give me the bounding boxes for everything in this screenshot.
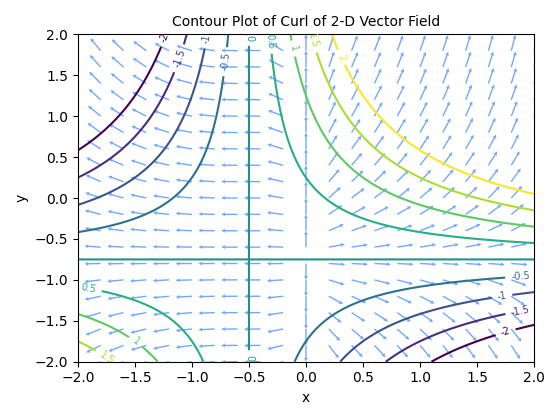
Text: -1.5: -1.5 (171, 48, 187, 69)
Text: 1: 1 (288, 45, 298, 52)
Text: 0.5: 0.5 (265, 33, 276, 49)
Text: 1.5: 1.5 (306, 32, 320, 49)
Text: 2: 2 (335, 52, 347, 62)
Text: -1: -1 (201, 33, 212, 45)
Text: -1.5: -1.5 (510, 304, 530, 318)
Text: 1.5: 1.5 (98, 349, 116, 367)
Text: -0.5: -0.5 (511, 271, 530, 282)
Text: -0.5: -0.5 (220, 52, 231, 72)
Text: -2: -2 (158, 32, 171, 44)
Text: 1: 1 (130, 336, 141, 348)
Text: 0: 0 (244, 34, 254, 41)
Text: 0: 0 (244, 355, 254, 362)
X-axis label: x: x (302, 391, 310, 405)
Text: 0.5: 0.5 (80, 282, 97, 295)
Text: -1: -1 (497, 291, 507, 302)
Title: Contour Plot of Curl of 2-D Vector Field: Contour Plot of Curl of 2-D Vector Field (172, 15, 440, 29)
Y-axis label: y: y (15, 194, 29, 202)
Text: -2: -2 (500, 326, 512, 339)
